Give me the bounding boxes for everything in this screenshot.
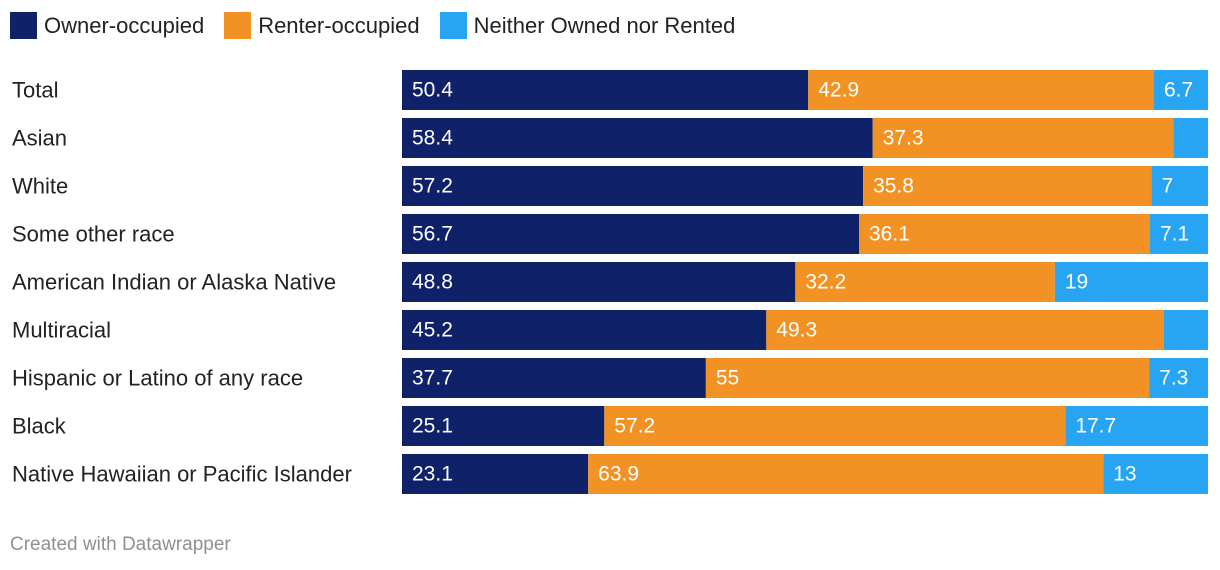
category-label-black: Black (12, 414, 67, 439)
value-label-renter-occupied-multiracial: 49.3 (776, 319, 817, 342)
bar-renter-occupied-asian (872, 118, 1174, 158)
legend-swatch-renter-occupied (224, 12, 252, 39)
bar-owner-occupied-hispanic-or-latino-of-any-race (402, 358, 706, 398)
legend-swatch-owner-occupied (10, 12, 37, 39)
bar-renter-occupied-american-indian-or-alaska-native (795, 262, 1055, 302)
legend-label-owner-occupied: Owner-occupied (44, 12, 205, 38)
bar-owner-occupied-american-indian-or-alaska-native (402, 262, 796, 302)
value-label-neither-owned-nor-rented-some-other-race: 7.1 (1160, 223, 1189, 246)
bar-renter-occupied-some-other-race (859, 214, 1150, 254)
value-label-neither-owned-nor-rented-total: 6.7 (1164, 79, 1193, 102)
value-label-owner-occupied-some-other-race: 56.7 (412, 223, 453, 246)
category-label-american-indian-or-alaska-native: American Indian or Alaska Native (12, 270, 336, 295)
bar-neither-owned-nor-rented-white (1151, 166, 1208, 206)
category-label-total: Total (12, 78, 58, 103)
chart-legend: Owner-occupied Renter-occupied Neither O… (10, 12, 735, 39)
bar-neither-owned-nor-rented-some-other-race (1149, 214, 1208, 254)
legend-label-neither: Neither Owned nor Rented (473, 12, 736, 38)
bar-renter-occupied-hispanic-or-latino-of-any-race (705, 358, 1150, 398)
category-label-multiracial: Multiracial (12, 318, 111, 343)
bar-owner-occupied-total (402, 70, 809, 110)
bar-renter-occupied-native-hawaiian-or-pacific-islander (588, 454, 1104, 494)
stacked-bar-chart: Total 50.4 42.9 6.7 Asian 58.4 37.3 White 57.2 35… (12, 70, 1208, 494)
value-label-neither-owned-nor-rented-white: 7 (1162, 175, 1174, 198)
value-label-renter-occupied-white: 35.8 (873, 175, 914, 198)
value-label-neither-owned-nor-rented-american-indian-or-alaska-native: 19 (1065, 271, 1088, 294)
bar-renter-occupied-black (604, 406, 1066, 446)
value-label-renter-occupied-american-indian-or-alaska-native: 32.2 (805, 271, 846, 294)
category-label-native-hawaiian-or-pacific-islander: Native Hawaiian or Pacific Islander (12, 462, 352, 487)
bar-owner-occupied-multiracial (402, 310, 767, 350)
legend-swatch-neither (439, 12, 467, 39)
value-label-neither-owned-nor-rented-hispanic-or-latino-of-any-race: 7.3 (1159, 367, 1188, 390)
bar-neither-owned-nor-rented-total (1153, 70, 1208, 110)
category-label-some-other-race: Some other race (12, 222, 175, 247)
footer-credit: Created with Datawrapper (10, 534, 231, 555)
value-label-renter-occupied-native-hawaiian-or-pacific-islander: 63.9 (598, 463, 639, 486)
value-label-neither-owned-nor-rented-native-hawaiian-or-pacific-islander: 13 (1113, 463, 1136, 486)
category-label-white: White (12, 174, 68, 199)
value-label-owner-occupied-native-hawaiian-or-pacific-islander: 23.1 (412, 463, 453, 486)
bar-owner-occupied-white (402, 166, 864, 206)
value-label-owner-occupied-total: 50.4 (412, 79, 453, 102)
category-label-asian: Asian (12, 126, 67, 151)
category-label-hispanic-or-latino-of-any-race: Hispanic or Latino of any race (12, 366, 303, 391)
value-label-owner-occupied-multiracial: 45.2 (412, 319, 453, 342)
bar-neither-owned-nor-rented-asian (1173, 118, 1208, 158)
bar-renter-occupied-white (863, 166, 1152, 206)
legend-label-renter-occupied: Renter-occupied (258, 12, 420, 38)
bar-owner-occupied-some-other-race (402, 214, 860, 254)
value-label-owner-occupied-black: 25.1 (412, 415, 453, 438)
bar-owner-occupied-black (402, 406, 605, 446)
bar-neither-owned-nor-rented-black (1065, 406, 1208, 446)
bar-owner-occupied-native-hawaiian-or-pacific-islander (402, 454, 589, 494)
bar-neither-owned-nor-rented-american-indian-or-alaska-native (1054, 262, 1208, 302)
value-label-renter-occupied-total: 42.9 (818, 79, 859, 102)
bar-neither-owned-nor-rented-hispanic-or-latino-of-any-race (1149, 358, 1208, 398)
value-label-owner-occupied-asian: 58.4 (412, 127, 453, 150)
bar-neither-owned-nor-rented-multiracial (1163, 310, 1208, 350)
legend-item-renter-occupied: Renter-occupied (224, 12, 420, 39)
bar-neither-owned-nor-rented-native-hawaiian-or-pacific-islander (1103, 454, 1208, 494)
value-label-owner-occupied-white: 57.2 (412, 175, 453, 198)
value-label-renter-occupied-black: 57.2 (614, 415, 655, 438)
value-label-renter-occupied-asian: 37.3 (883, 127, 924, 150)
bar-renter-occupied-multiracial (766, 310, 1164, 350)
legend-item-owner-occupied: Owner-occupied (10, 12, 204, 39)
legend-item-neither: Neither Owned nor Rented (439, 12, 736, 39)
bar-renter-occupied-total (808, 70, 1154, 110)
value-label-owner-occupied-american-indian-or-alaska-native: 48.8 (412, 271, 453, 294)
value-label-neither-owned-nor-rented-black: 17.7 (1075, 415, 1116, 438)
bar-owner-occupied-asian (402, 118, 873, 158)
value-label-owner-occupied-hispanic-or-latino-of-any-race: 37.7 (412, 367, 453, 390)
value-label-renter-occupied-hispanic-or-latino-of-any-race: 55 (716, 367, 739, 390)
value-label-renter-occupied-some-other-race: 36.1 (869, 223, 910, 246)
